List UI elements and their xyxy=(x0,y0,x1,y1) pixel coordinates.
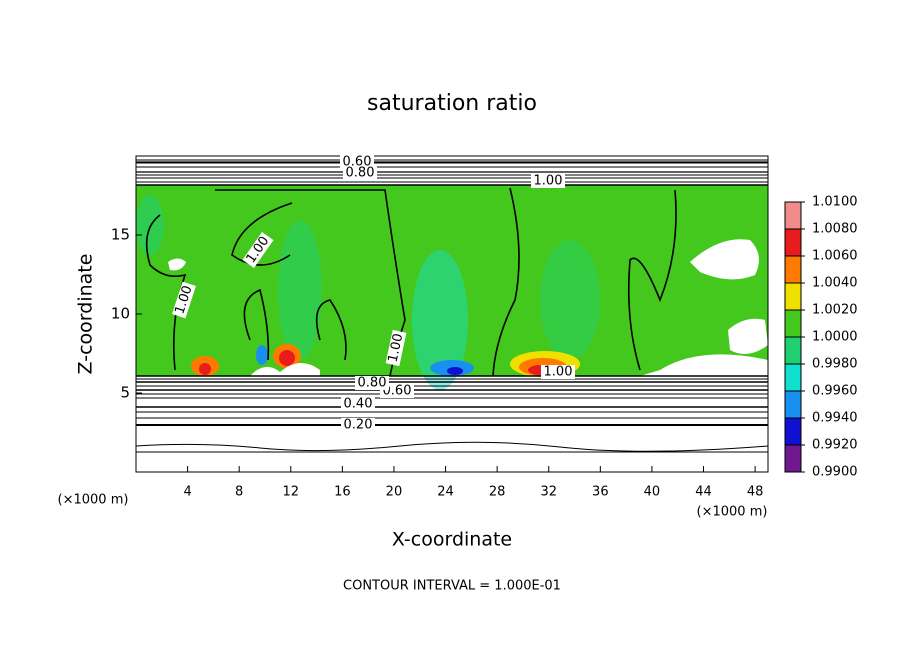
field-fill xyxy=(278,220,322,360)
contour-label-bg xyxy=(385,329,407,367)
contour-label-bg xyxy=(172,281,196,319)
contour-line xyxy=(627,189,677,371)
contour-line xyxy=(231,202,293,266)
field-fill xyxy=(256,345,268,365)
contour-label: 0.60 xyxy=(383,384,412,399)
contour-line xyxy=(136,159,768,183)
contour-label: 1.00 xyxy=(386,332,407,363)
field-blank xyxy=(640,354,768,376)
contour-label: 0.20 xyxy=(344,418,373,433)
x-tick-label: 4 xyxy=(183,485,191,500)
colorbar-swatch xyxy=(785,229,801,256)
colorbar-label: 0.9960 xyxy=(812,384,858,399)
contour-line xyxy=(243,288,270,361)
colorbar-label: 0.9900 xyxy=(812,465,858,480)
colorbar-label: 0.9920 xyxy=(812,438,858,453)
colorbar-swatch xyxy=(785,337,801,364)
contour-label-bg xyxy=(341,418,375,432)
field-fill xyxy=(447,367,463,375)
x-tick-label: 48 xyxy=(747,485,764,500)
contour-label: 0.60 xyxy=(343,155,372,170)
y-tick-label: 15 xyxy=(111,226,130,244)
colorbar-swatch xyxy=(785,202,801,229)
colorbar-swatch xyxy=(785,364,801,391)
x-tick-label: 44 xyxy=(695,485,712,500)
colorbar-label: 1.0020 xyxy=(812,303,858,318)
contour-label: 1.00 xyxy=(534,174,563,189)
contour-label-bg xyxy=(355,376,389,390)
colorbar-swatch xyxy=(785,445,801,472)
field-blank xyxy=(168,258,186,271)
contour-line xyxy=(315,299,347,361)
field-blank xyxy=(690,239,759,280)
colorbar-label: 0.9980 xyxy=(812,357,858,372)
colorbar-label: 0.9940 xyxy=(812,411,858,426)
colorbar-label: 1.0060 xyxy=(812,249,858,264)
colorbar-label: 1.0000 xyxy=(812,330,858,345)
x-tick-label: 8 xyxy=(235,485,243,500)
contour-label-bg xyxy=(343,166,377,180)
x-tick-label: 24 xyxy=(437,485,454,500)
contour-label-bg xyxy=(242,232,274,268)
contour-label: 0.40 xyxy=(344,397,373,412)
chart-title: saturation ratio xyxy=(367,91,537,116)
x-tick-label: 28 xyxy=(489,485,506,500)
x-unit: (×1000 m) xyxy=(697,505,768,520)
colorbar-swatch xyxy=(785,283,801,310)
colorbar-label: 1.0100 xyxy=(812,195,858,210)
y-axis-label: Z-coordinate xyxy=(75,254,97,375)
contour-label: 1.00 xyxy=(544,365,573,380)
x-axis-label: X-coordinate xyxy=(392,529,512,551)
contour-label: 0.80 xyxy=(346,166,375,181)
contour-line xyxy=(136,378,768,453)
colorbar-swatch xyxy=(785,418,801,445)
field-fill xyxy=(136,185,768,376)
contour-label-bg xyxy=(531,174,565,188)
field-fill xyxy=(540,240,600,360)
contour-line xyxy=(492,187,520,377)
colorbar-swatch xyxy=(785,256,801,283)
x-tick-label: 32 xyxy=(540,485,557,500)
colorbar-frame xyxy=(784,201,802,473)
contour-label-bg xyxy=(341,397,375,411)
field xyxy=(136,185,768,390)
field-blank xyxy=(250,362,320,376)
field-fill xyxy=(199,363,211,375)
contour-label: 0.80 xyxy=(358,376,387,391)
field-fill xyxy=(279,350,295,366)
x-tick-label: 40 xyxy=(644,485,661,500)
field-fill xyxy=(412,250,468,390)
y-tick-label: 10 xyxy=(111,305,130,323)
x-tick-label: 20 xyxy=(386,485,403,500)
colorbar-swatch xyxy=(785,310,801,337)
annotation: CONTOUR INTERVAL = 1.000E-01 xyxy=(343,579,561,594)
colorbar-swatch xyxy=(785,391,801,418)
x-tick-label: 16 xyxy=(334,485,351,500)
colorbar-label: 1.0040 xyxy=(812,276,858,291)
x-tick-label: 12 xyxy=(283,485,300,500)
contour-line xyxy=(135,441,769,452)
contour-label-bg xyxy=(541,365,575,379)
contour-line xyxy=(145,214,187,371)
x-tick-label: 36 xyxy=(592,485,609,500)
field-fill xyxy=(136,195,164,255)
y-tick-label: 5 xyxy=(120,384,130,402)
contour-label-bg xyxy=(340,155,374,169)
colorbar-label: 1.0080 xyxy=(812,222,858,237)
field-blank xyxy=(728,318,768,354)
x-unit: (×1000 m) xyxy=(58,493,129,508)
